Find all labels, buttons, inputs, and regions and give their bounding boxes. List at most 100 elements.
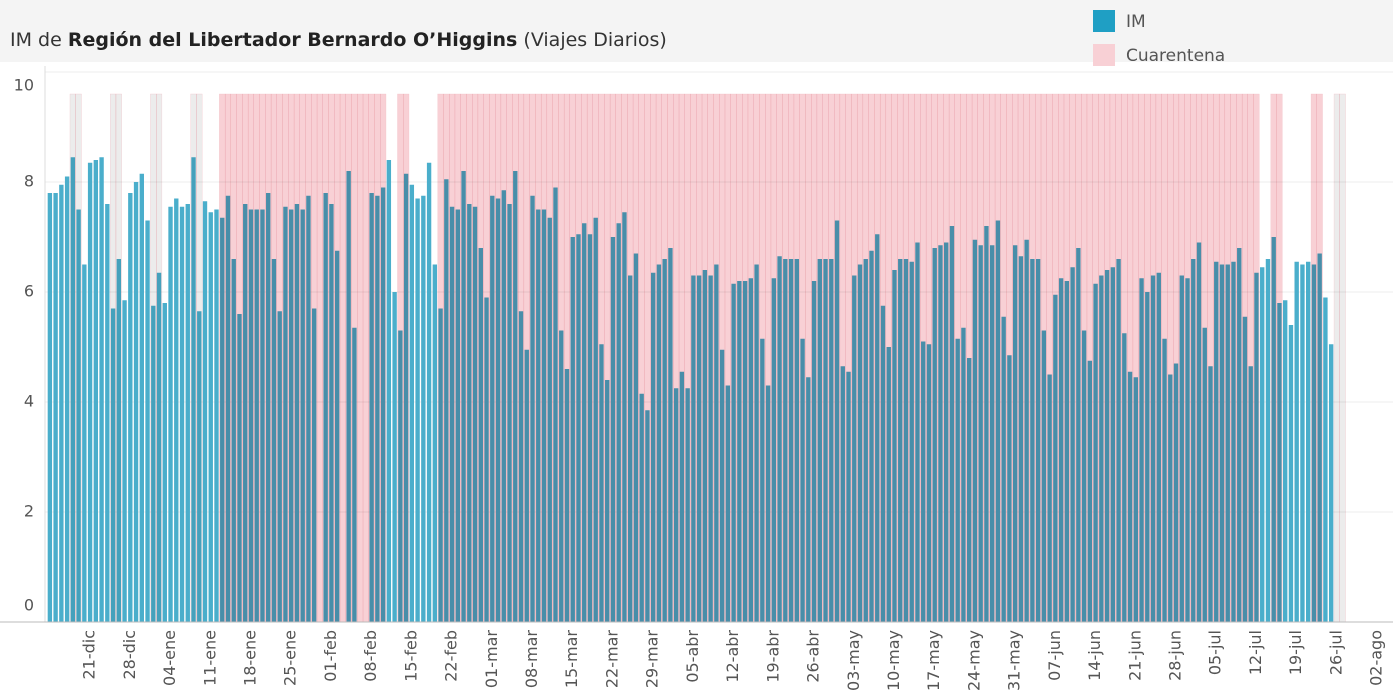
x-tick-label: 01-mar [482, 630, 501, 689]
shade-band [943, 93, 950, 623]
bar [432, 264, 438, 622]
shade-band [1339, 93, 1346, 623]
shade-band [805, 93, 812, 623]
shade-band [782, 93, 789, 623]
shade-band [1333, 93, 1340, 623]
legend-label: Cuarentena [1126, 46, 1225, 66]
shade-band [311, 93, 318, 623]
x-tick-label: 26-jul [1326, 630, 1345, 675]
shade-band [380, 93, 387, 623]
title-region: Región del Libertador Bernardo O’Higgins [68, 29, 518, 51]
shade-band [707, 93, 714, 623]
shade-band [948, 93, 955, 623]
shade-band [650, 93, 657, 623]
x-tick-label: 12-abr [723, 630, 742, 683]
shade-band [540, 93, 548, 623]
x-tick-label: 28-dic [120, 630, 139, 680]
shade-band [517, 93, 525, 623]
shade-band [1138, 93, 1145, 623]
shade-band [305, 93, 312, 623]
shade-band [701, 93, 708, 623]
title-part: (Viajes Diarios) [523, 29, 666, 51]
shade-band [351, 93, 358, 623]
shade-band [236, 93, 243, 623]
shade-band [1132, 93, 1139, 623]
shade-band [632, 93, 639, 623]
bar [82, 264, 87, 622]
shade-band [914, 93, 921, 623]
bar [421, 195, 426, 622]
shade-band [856, 93, 864, 623]
shade-band [190, 93, 197, 623]
bar [409, 184, 415, 622]
shade-band [1069, 93, 1076, 623]
chart-title: IM de Región del Libertador Bernardo O’H… [10, 29, 667, 51]
shade-band [276, 93, 283, 623]
bar [87, 162, 93, 622]
shade-band [1310, 93, 1317, 623]
shade-band [115, 93, 122, 623]
shade-band [483, 93, 490, 623]
x-tick-label: 21-dic [80, 630, 99, 680]
bar [1305, 261, 1311, 622]
bar [179, 206, 185, 622]
legend-label: IM [1126, 12, 1146, 32]
shade-band [1063, 93, 1070, 623]
shade-band [655, 93, 662, 623]
shade-band [437, 93, 444, 623]
shade-band [908, 93, 915, 623]
shade-band [454, 93, 461, 623]
bar [392, 292, 397, 622]
shade-band [994, 93, 1001, 623]
shade-band [156, 93, 163, 623]
legend-swatch [1093, 10, 1115, 32]
shade-band [736, 93, 743, 623]
title-part: IM de [10, 29, 62, 51]
bar [386, 160, 392, 622]
bar [1288, 325, 1294, 622]
shade-band [868, 93, 875, 623]
shade-band [1046, 93, 1053, 623]
x-tick-label: 19-jul [1286, 630, 1305, 675]
shade-band [1035, 93, 1042, 623]
shade-band [937, 93, 944, 623]
bar [208, 212, 213, 622]
x-tick-label: 04-ene [160, 630, 179, 686]
shade-band [719, 93, 726, 623]
x-tick-label: 14-jun [1085, 630, 1104, 681]
shade-band [362, 93, 369, 623]
x-tick-label: 05-abr [683, 630, 702, 683]
shade-band [69, 93, 76, 623]
shade-band [1017, 93, 1024, 623]
shade-band [472, 93, 479, 623]
shade-band [1190, 93, 1197, 623]
shade-band [989, 93, 996, 623]
shade-band [891, 93, 898, 623]
x-tick-label: 12-jul [1246, 630, 1265, 675]
shade-band [460, 93, 467, 623]
shade-band [523, 93, 530, 623]
bar [185, 204, 190, 622]
shade-band [293, 93, 300, 623]
shade-band [879, 93, 887, 623]
shade-band [954, 93, 961, 623]
shade-band [834, 93, 841, 623]
header-band [0, 0, 1393, 62]
shade-band [265, 93, 272, 623]
x-tick-label: 10-may [884, 630, 903, 691]
bar [1265, 259, 1271, 622]
shade-band [1000, 93, 1007, 623]
bar [133, 182, 139, 622]
bar [1283, 300, 1288, 622]
shade-band [1241, 93, 1248, 623]
shade-band [259, 93, 266, 623]
shade-band [489, 93, 496, 623]
x-tick-label: 15-mar [562, 630, 581, 689]
bar [47, 193, 53, 622]
shade-band [713, 93, 720, 623]
shade-band [1109, 93, 1116, 623]
bar [105, 204, 110, 622]
shade-band [466, 93, 473, 623]
shade-band [1207, 93, 1214, 623]
